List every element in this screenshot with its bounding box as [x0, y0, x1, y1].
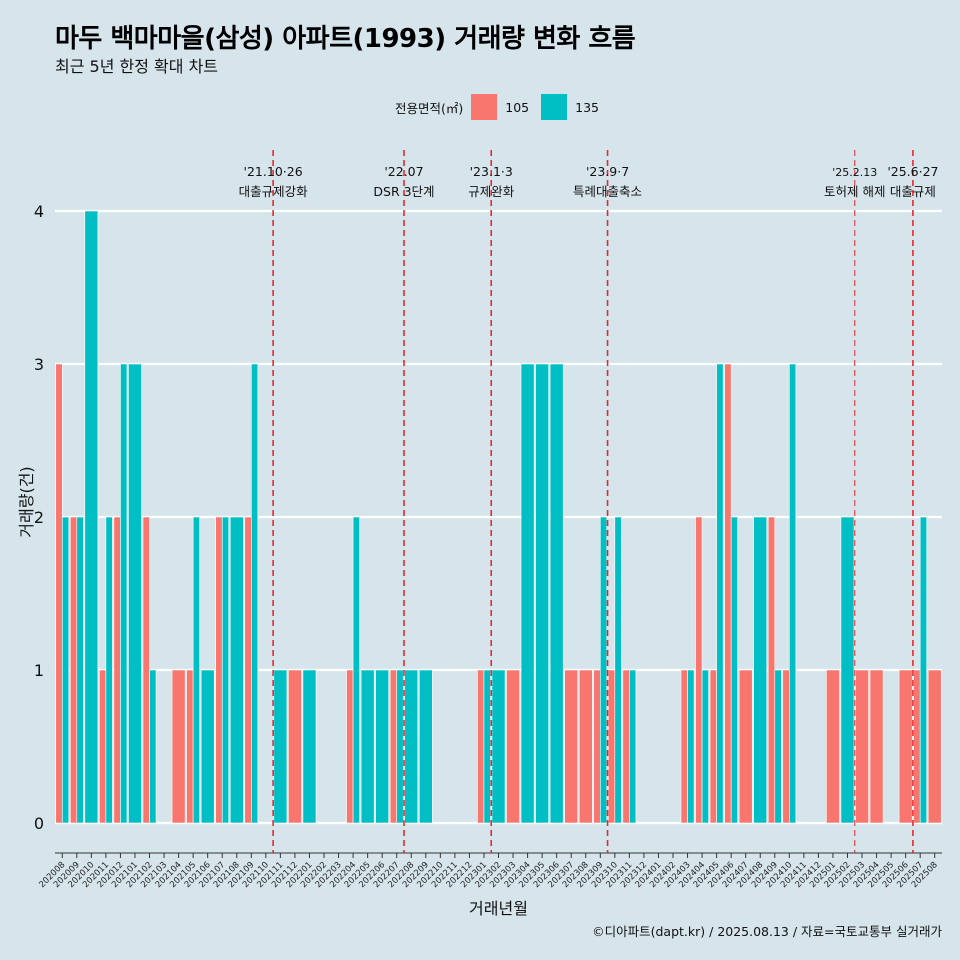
bar-105-202204 [346, 669, 354, 824]
bar-105-202102 [142, 516, 150, 824]
y-tick-label: 3 [34, 355, 44, 374]
x-axis-title: 거래년월 [469, 899, 528, 918]
bar-135-202309 [599, 516, 608, 824]
y-tick-label: 0 [34, 814, 44, 833]
bar-135-202204 [352, 516, 360, 824]
legend-label-135: 135 [575, 99, 599, 115]
y-tick-label: 2 [34, 508, 44, 527]
event-date-label: '22.07 [384, 164, 423, 179]
bar-105-202310 [607, 669, 616, 824]
bar-105-202403 [680, 669, 688, 824]
bar-105-202507 [913, 669, 921, 824]
bar-135-202301 [483, 669, 491, 824]
bar-135-202305 [535, 363, 549, 824]
bar-135-202208 [404, 669, 419, 824]
event-date-label: '21.10·26 [244, 164, 303, 179]
bar-105-202404 [695, 516, 703, 824]
bar-135-202502 [840, 516, 855, 824]
chart-title: 마두 백마마을(삼성) 아파트(1993) 거래량 변화 흐름 [55, 24, 636, 54]
bar-105-202107 [215, 516, 223, 824]
legend-swatch-135 [541, 94, 568, 120]
bar-105-202309 [593, 669, 601, 824]
bar-105-202303 [506, 669, 520, 824]
bar-135-202403 [687, 669, 695, 824]
bar-135-202106 [200, 669, 215, 824]
bar-135-202304 [520, 363, 535, 824]
legend: 전용면적(㎡) 105 135 [395, 94, 611, 120]
bar-135-202010 [84, 210, 99, 824]
bar-135-202012 [120, 363, 128, 824]
bar-105-202506 [898, 669, 913, 824]
bar-105-202409 [767, 516, 776, 824]
event-text-label: DSR 3단계 [373, 184, 434, 199]
bar-105-202504 [869, 669, 884, 824]
event-text-label: 대출규제강화 [239, 184, 309, 199]
y-axis-title: 거래량(건) [17, 466, 36, 537]
event-date-label: '23.9·7 [586, 164, 629, 179]
bar-135-202111 [273, 669, 288, 824]
bar-135-202101 [128, 363, 142, 824]
bar-135-202311 [629, 669, 637, 824]
bar-135-202410 [789, 363, 797, 824]
legend-title: 전용면적(㎡) [395, 100, 464, 116]
bar-105-202311 [622, 669, 630, 824]
bar-135-202302 [491, 669, 506, 824]
bar-105-202503 [855, 669, 869, 824]
event-text-label: 토허제 해제 [824, 184, 885, 199]
bar-135-202009 [76, 516, 84, 824]
bar-135-202105 [192, 516, 200, 824]
bar-135-202102 [149, 669, 157, 824]
bar-105-202104 [171, 669, 186, 824]
bar-105-202307 [564, 669, 579, 824]
bar-105-202410 [782, 669, 790, 824]
bar-105-202109 [244, 516, 252, 824]
bar-105-202011 [99, 669, 107, 824]
bar-105-202008 [55, 363, 63, 824]
event-date-label: '25.6·27 [887, 164, 938, 179]
y-tick-label: 1 [34, 661, 44, 680]
bar-135-202306 [549, 363, 564, 824]
bar-135-202507 [919, 516, 928, 824]
bar-135-202404 [701, 669, 709, 824]
bar-135-202310 [614, 516, 622, 824]
event-text-label: 특례대출축소 [573, 184, 642, 199]
bar-135-202408 [753, 516, 768, 824]
bar-135-202108 [229, 516, 244, 824]
bar-135-202109 [251, 363, 259, 824]
event-text-label: 대출규제 [890, 184, 936, 199]
legend-label-105: 105 [505, 99, 530, 115]
bar-105-202112 [288, 669, 302, 824]
bar-135-202008 [61, 516, 70, 824]
bar-105-202308 [578, 669, 593, 824]
bar-105-202405 [709, 669, 717, 824]
event-text-label: 규제완화 [468, 184, 515, 199]
bar-105-202207 [389, 669, 398, 824]
bar-135-202207 [396, 669, 404, 824]
bar-135-202209 [418, 669, 433, 824]
event-date-label: '25.2.13 [832, 166, 877, 179]
bar-105-202012 [113, 516, 121, 824]
bar-105-202501 [826, 669, 840, 824]
bar-135-202409 [774, 669, 782, 824]
legend-swatch-105 [471, 94, 498, 120]
bar-105-202406 [724, 363, 732, 824]
bar-135-202406 [730, 516, 738, 824]
bar-135-202107 [221, 516, 230, 824]
bar-135-202205 [360, 669, 375, 824]
bar-105-202105 [186, 669, 194, 824]
bar-105-202508 [927, 669, 942, 824]
chart-subtitle: 최근 5년 한정 확대 차트 [55, 57, 219, 76]
bar-105-202009 [69, 516, 78, 824]
y-tick-label: 4 [34, 202, 44, 221]
source-caption: ©디아파트(dapt.kr) / 2025.08.13 / 자료=국토교통부 실… [592, 924, 942, 939]
bar-135-202405 [716, 363, 724, 824]
bar-135-202206 [375, 669, 390, 824]
event-date-label: '23.1·3 [470, 164, 513, 179]
bar-135-202201 [302, 669, 317, 824]
bar-105-202407 [738, 669, 753, 824]
bar-105-202301 [477, 669, 485, 824]
bar-135-202011 [105, 516, 113, 824]
